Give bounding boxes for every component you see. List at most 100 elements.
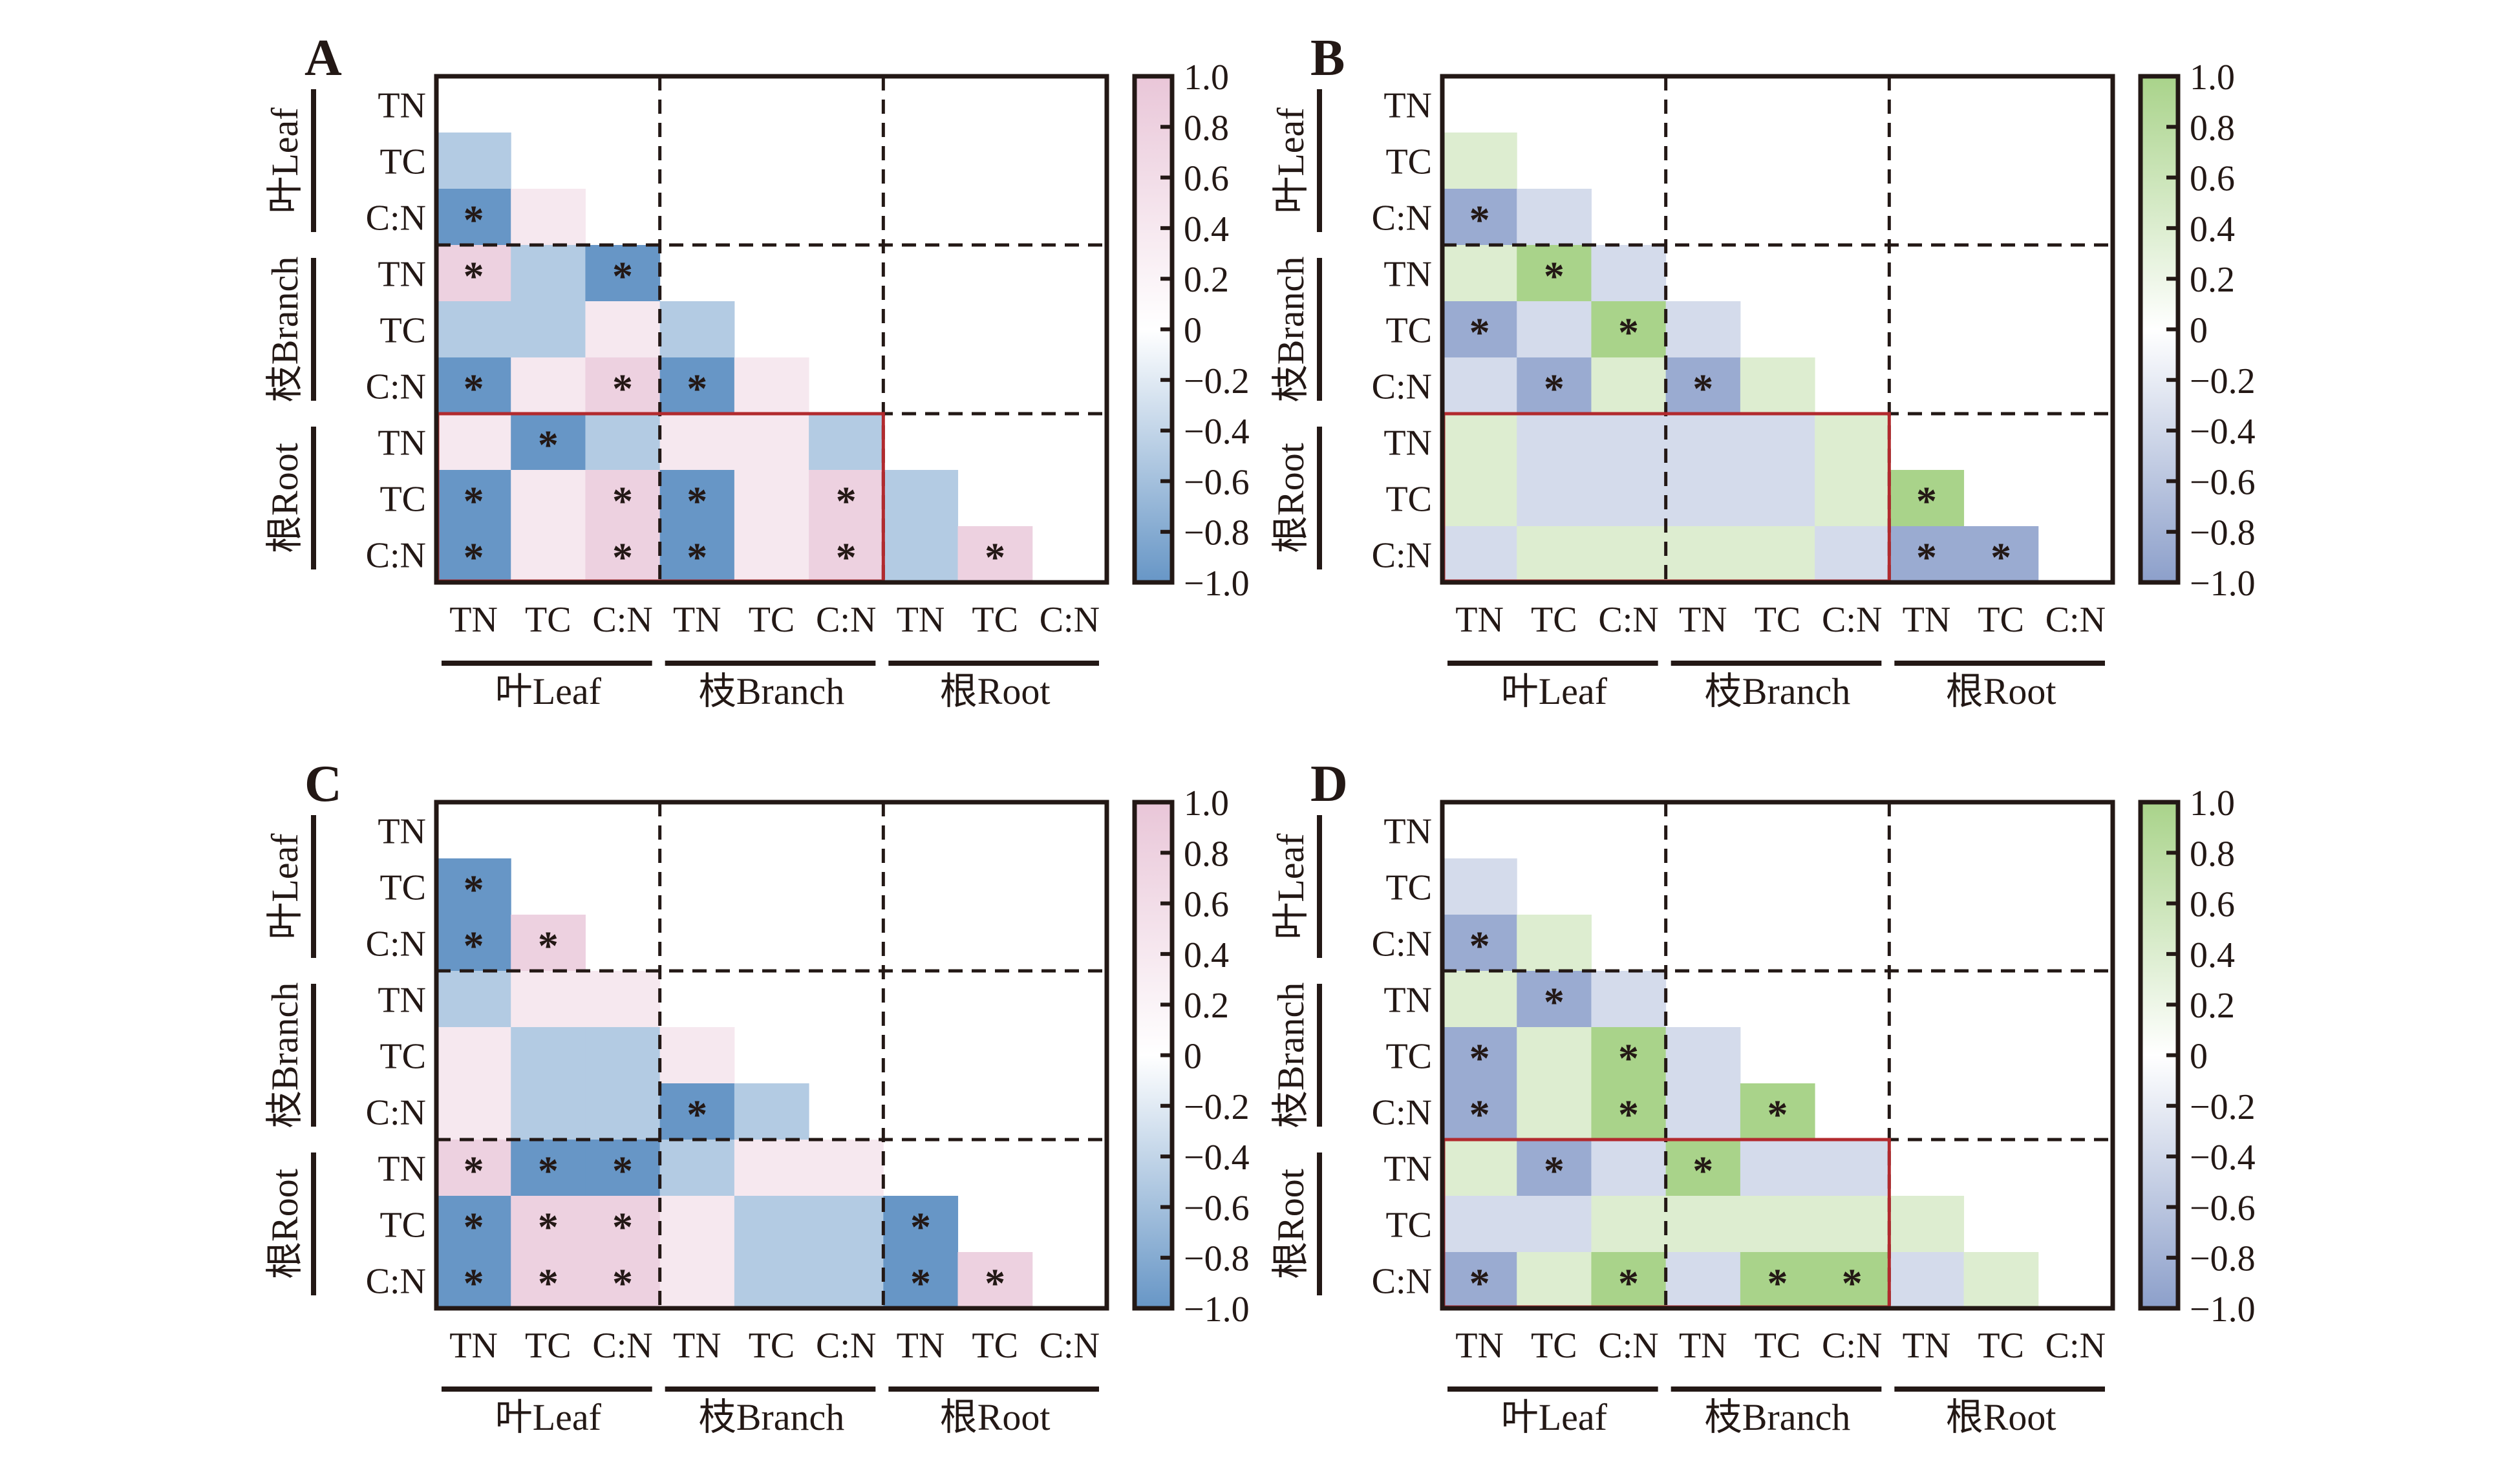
col-tick-label: C:N bbox=[592, 1326, 652, 1366]
heatmap-cell bbox=[734, 1196, 809, 1253]
colorbar-tick-label: −1.0 bbox=[2190, 564, 2256, 604]
col-tick-label: TC bbox=[972, 1326, 1018, 1366]
heatmap-cell bbox=[1889, 470, 1965, 527]
group-label-left: 叶Leaf bbox=[264, 833, 306, 940]
significance-mark: * bbox=[836, 535, 857, 580]
heatmap-cell bbox=[1442, 1083, 1517, 1140]
heatmap-cell bbox=[585, 1252, 661, 1309]
heatmap-cell bbox=[1442, 526, 1517, 583]
significance-mark: * bbox=[612, 535, 633, 580]
significance-mark: * bbox=[1767, 1092, 1788, 1138]
heatmap-cell bbox=[659, 1027, 735, 1084]
heatmap-cell bbox=[659, 526, 735, 583]
row-tick-label: C:N bbox=[1372, 536, 1432, 576]
heatmap-cell bbox=[436, 1196, 511, 1253]
heatmap-cell bbox=[585, 357, 661, 414]
col-tick-label: C:N bbox=[1598, 600, 1658, 640]
colorbar-tick-label: −1.0 bbox=[1184, 1290, 1250, 1330]
col-tick-label: TC bbox=[1978, 1326, 2024, 1366]
heatmap-cell bbox=[1517, 1027, 1592, 1084]
heatmap-cell bbox=[436, 1140, 511, 1196]
heatmap-cell bbox=[659, 414, 735, 471]
colorbar-tick-label: −0.8 bbox=[1184, 1239, 1250, 1279]
heatmap-cell bbox=[1665, 1252, 1741, 1309]
heatmap-cell bbox=[809, 414, 884, 471]
significance-mark: * bbox=[464, 1260, 484, 1306]
row-tick-label: TN bbox=[378, 255, 426, 295]
colorbar-tick-label: −0.2 bbox=[1184, 361, 1250, 401]
group-label-bottom: 根Root bbox=[940, 670, 1051, 712]
heatmap-cell bbox=[436, 414, 511, 471]
row-tick-label: TN bbox=[378, 1149, 426, 1189]
heatmap-cell bbox=[1591, 1027, 1667, 1084]
heatmap-cell bbox=[511, 1083, 586, 1140]
row-tick-label: TN bbox=[378, 86, 426, 126]
heatmap-cell bbox=[1665, 357, 1741, 414]
row-tick-label: C:N bbox=[366, 367, 426, 407]
heatmap-cell bbox=[436, 357, 511, 414]
heatmap-cell bbox=[1591, 301, 1667, 358]
row-tick-label: TC bbox=[379, 868, 426, 908]
colorbar-tick-label: −0.2 bbox=[1184, 1087, 1250, 1127]
significance-mark: * bbox=[1469, 1036, 1490, 1081]
colorbar-tick-label: 0.6 bbox=[1184, 885, 1229, 925]
significance-mark: * bbox=[985, 535, 1005, 580]
row-tick-label: TN bbox=[378, 981, 426, 1021]
significance-mark: * bbox=[1469, 1260, 1490, 1306]
col-tick-label: TC bbox=[525, 600, 571, 640]
heatmap-cell bbox=[1740, 1140, 1815, 1196]
heatmap-cell bbox=[1517, 915, 1592, 972]
panel-letter: C bbox=[304, 756, 342, 813]
heatmap-cell bbox=[436, 915, 511, 972]
significance-mark: * bbox=[464, 867, 484, 913]
group-label-left: 枝Branch bbox=[264, 257, 306, 403]
col-tick-label: TN bbox=[1679, 1326, 1727, 1366]
col-tick-label: TN bbox=[449, 1326, 498, 1366]
row-tick-label: TN bbox=[1383, 812, 1432, 852]
colorbar-tick-label: 1.0 bbox=[2190, 58, 2235, 98]
group-label-bottom: 根Root bbox=[940, 1396, 1051, 1438]
heatmap-cell bbox=[1517, 414, 1592, 471]
heatmap-cell bbox=[585, 1140, 661, 1196]
colorbar-tick-label: −0.6 bbox=[1184, 1188, 1250, 1228]
significance-mark: * bbox=[1544, 979, 1564, 1025]
heatmap-cell bbox=[436, 526, 511, 583]
heatmap-cell bbox=[436, 133, 511, 189]
group-label-bottom: 枝Branch bbox=[1705, 1396, 1851, 1438]
heatmap-cell bbox=[1665, 414, 1741, 471]
heatmap-cell bbox=[1442, 971, 1517, 1028]
heatmap-cell bbox=[511, 1140, 586, 1196]
heatmap-cell bbox=[1665, 1027, 1741, 1084]
colorbar-tick-label: 0 bbox=[1184, 1037, 1202, 1077]
colorbar-tick-label: −0.8 bbox=[2190, 1239, 2256, 1279]
heatmap-cell bbox=[1591, 414, 1667, 471]
significance-mark: * bbox=[612, 1148, 633, 1194]
panel-d: D * * * * * * * * * * * * * TN TC C:N TN TC C:N TN TC C:N TN TC C… bbox=[1270, 756, 2256, 1438]
colorbar-tick-label: 0.2 bbox=[2190, 986, 2235, 1026]
heatmap-cell bbox=[734, 357, 809, 414]
heatmap-cell bbox=[734, 1140, 809, 1196]
significance-mark: * bbox=[612, 1260, 633, 1306]
heatmap-cell bbox=[1963, 1252, 2039, 1309]
heatmap-cell bbox=[1591, 1083, 1667, 1140]
col-tick-label: TN bbox=[1903, 1326, 1951, 1366]
row-tick-label: TC bbox=[379, 142, 426, 182]
heatmap-cell bbox=[1740, 1196, 1815, 1253]
significance-mark: * bbox=[1544, 1148, 1564, 1194]
heatmap-cell bbox=[659, 357, 735, 414]
heatmap-cell bbox=[1591, 470, 1667, 527]
significance-mark: * bbox=[687, 366, 707, 412]
heatmap-cell bbox=[1517, 189, 1592, 246]
col-tick-label: TC bbox=[525, 1326, 571, 1366]
heatmap-cell bbox=[1517, 357, 1592, 414]
heatmap-cell bbox=[1665, 526, 1741, 583]
heatmap-cell bbox=[511, 189, 586, 246]
heatmap-cell bbox=[585, 301, 661, 358]
significance-mark: * bbox=[464, 535, 484, 580]
heatmap-cell bbox=[734, 1252, 809, 1309]
group-label-bottom: 叶Leaf bbox=[1501, 670, 1608, 712]
colorbar-tick-label: −0.6 bbox=[2190, 1188, 2256, 1228]
significance-mark: * bbox=[1842, 1260, 1863, 1306]
heatmap-cell bbox=[1815, 1252, 1890, 1309]
heatmap-cell bbox=[1442, 1027, 1517, 1084]
